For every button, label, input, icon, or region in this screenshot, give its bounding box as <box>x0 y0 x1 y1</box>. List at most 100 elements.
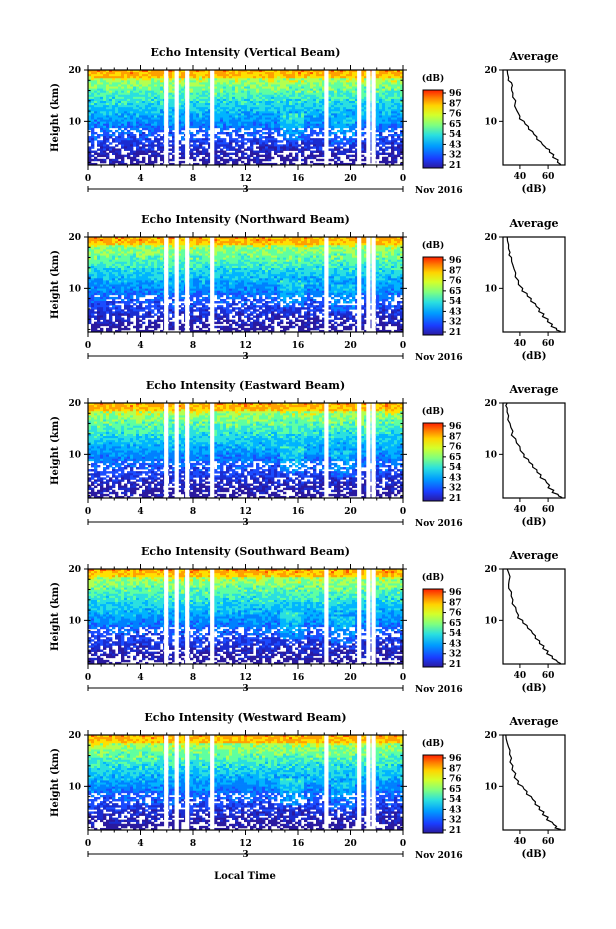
average-frame <box>502 69 566 166</box>
colorbar-tick-label: 43 <box>449 639 462 649</box>
colorbar-tick-label: 76 <box>449 110 462 120</box>
average-x-label: (dB) <box>522 683 547 694</box>
data-gap <box>324 735 329 830</box>
x-tick-label: 12 <box>239 341 252 351</box>
colorbar-tick-label: 54 <box>449 297 462 307</box>
avg-x-tick-label: 40 <box>514 505 527 515</box>
heatmap <box>88 70 404 166</box>
average-line <box>506 236 562 333</box>
x-tick-label: 8 <box>190 174 196 184</box>
day-label: 3 <box>242 352 248 362</box>
x-tick-label: 12 <box>239 673 252 683</box>
data-gap <box>185 569 190 664</box>
y-tick-label: 20 <box>68 565 81 575</box>
y-tick-label: 10 <box>68 450 81 460</box>
x-tick-label: 20 <box>344 673 357 683</box>
colorbar-tick-label: 43 <box>449 473 462 483</box>
average-title: Average <box>508 549 558 562</box>
avg-y-tick-label: 20 <box>484 399 497 409</box>
colorbar-tick-label: 65 <box>449 785 462 795</box>
avg-y-tick-label: 20 <box>484 233 497 243</box>
colorbar-unit: (dB) <box>422 406 444 417</box>
avg-y-tick-label: 20 <box>484 565 497 575</box>
average-line <box>506 69 562 165</box>
data-gap <box>174 403 179 498</box>
y-tick-label: 20 <box>68 731 81 741</box>
average-title: Average <box>508 50 558 63</box>
data-gap <box>371 569 376 664</box>
avg-x-tick-label: 40 <box>514 339 527 349</box>
date-label: Nov 2016 <box>415 353 463 363</box>
data-gap <box>366 70 371 165</box>
data-gap <box>357 237 362 332</box>
data-gap <box>174 237 179 332</box>
x-tick-label: 4 <box>137 174 143 184</box>
colorbar-tick-label: 65 <box>449 287 462 297</box>
colorbar-tick-label: 43 <box>449 805 462 815</box>
avg-y-tick-label: 10 <box>484 117 497 127</box>
y-tick-label: 10 <box>68 284 81 294</box>
data-gap <box>164 237 169 332</box>
x-tick-label: 0 <box>85 839 91 849</box>
avg-x-tick-label: 40 <box>514 172 527 182</box>
x-tick-label: 0 <box>85 341 91 351</box>
colorbar-tick-label: 32 <box>449 318 462 328</box>
colorbar-tick-label: 96 <box>449 588 462 598</box>
x-tick-label: 20 <box>344 507 357 517</box>
colorbar-tick-label: 87 <box>449 266 462 276</box>
heatmap <box>88 735 404 831</box>
avg-x-tick-label: 40 <box>514 671 527 681</box>
average-title: Average <box>508 217 558 230</box>
y-tick-label: 20 <box>68 233 81 243</box>
colorbar-tick-label: 96 <box>449 422 462 432</box>
day-label: 3 <box>242 684 248 694</box>
data-gap <box>164 735 169 830</box>
colorbar <box>422 89 444 169</box>
data-gap <box>210 735 215 830</box>
y-tick-label: 20 <box>68 66 81 76</box>
colorbar-tick-label: 32 <box>449 650 462 660</box>
x-tick-label: 0 <box>400 341 406 351</box>
average-frame <box>502 568 566 665</box>
y-tick-label: 10 <box>68 616 81 626</box>
date-label: Nov 2016 <box>415 186 463 196</box>
panel-title: Echo Intensity (Southward Beam) <box>141 545 350 558</box>
panel-5: Echo Intensity (Westward Beam) 20 10 Height… <box>50 711 566 861</box>
data-gap <box>210 403 215 498</box>
colorbar-tick-label: 87 <box>449 432 462 442</box>
data-gap <box>185 403 190 498</box>
x-tick-label: 12 <box>239 174 252 184</box>
panel-title: Echo Intensity (Eastward Beam) <box>146 379 345 392</box>
colorbar-tick-label: 21 <box>449 660 462 670</box>
colorbar-tick-label: 65 <box>449 619 462 629</box>
x-tick-label: 16 <box>292 341 305 351</box>
data-gap <box>174 735 179 830</box>
x-tick-label: 12 <box>239 839 252 849</box>
avg-y-tick-label: 10 <box>484 450 497 460</box>
colorbar-tick-label: 43 <box>449 140 462 150</box>
average-frame <box>502 236 566 333</box>
colorbar-tick-label: 21 <box>449 328 462 338</box>
colorbar-tick-label: 43 <box>449 307 462 317</box>
date-label: Nov 2016 <box>415 685 463 695</box>
x-tick-label: 4 <box>137 341 143 351</box>
x-tick-label: 16 <box>292 673 305 683</box>
data-gap <box>357 403 362 498</box>
colorbar-unit: (dB) <box>422 240 444 251</box>
x-tick-label: 0 <box>400 673 406 683</box>
colorbar-unit: (dB) <box>422 73 444 84</box>
average-line <box>506 568 562 665</box>
data-gap <box>174 569 179 664</box>
x-tick-label: 0 <box>85 507 91 517</box>
average-title: Average <box>508 383 558 396</box>
colorbar <box>422 754 444 834</box>
y-tick-label: 20 <box>68 399 81 409</box>
colorbar-tick-label: 32 <box>449 151 462 161</box>
panel-3: Echo Intensity (Eastward Beam) 20 10 Height… <box>50 379 566 529</box>
y-tick-label: 10 <box>68 782 81 792</box>
day-label: 3 <box>242 518 248 528</box>
panel-1: Echo Intensity (Vertical Beam) 20 10 Height… <box>50 46 566 196</box>
colorbar <box>422 422 444 502</box>
data-gap <box>357 569 362 664</box>
